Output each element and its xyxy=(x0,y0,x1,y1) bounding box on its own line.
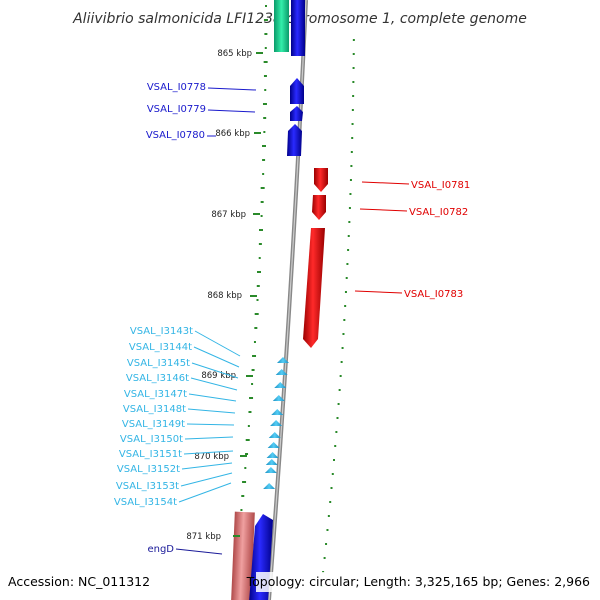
trna-arrow-VSAL_I3154t[interactable] xyxy=(263,483,276,489)
gene-label[interactable]: VSAL_I0783 xyxy=(404,289,463,300)
kbp-ticks: 865 kbp 866 kbp 867 kbp 868 kbp 869 kbp … xyxy=(186,49,263,542)
accession-label: Accession: NC_011312 xyxy=(8,574,150,589)
gene-label[interactable]: VSAL_I3153t xyxy=(116,481,179,492)
tick-label: 865 kbp xyxy=(217,49,252,59)
gene-label[interactable]: VSAL_I3146t xyxy=(126,373,189,384)
gene-label[interactable]: VSAL_I3150t xyxy=(120,434,183,445)
trna-leader-lines xyxy=(178,330,241,503)
gene-VSAL_I0780[interactable] xyxy=(287,124,302,156)
gene-label[interactable]: VSAL_I3143t xyxy=(130,326,193,337)
genome-summary: Topology: circular; Length: 3,325,165 bp… xyxy=(246,574,590,589)
trna-arrow-VSAL_I3153t[interactable] xyxy=(264,467,277,473)
gene-label[interactable]: VSAL_I0780 xyxy=(146,130,205,141)
tick-label: 866 kbp xyxy=(215,129,250,139)
gene-label[interactable]: VSAL_I0779 xyxy=(147,104,206,115)
leader-line xyxy=(190,377,238,391)
leader-line xyxy=(183,450,234,455)
gene-label[interactable]: VSAL_I3152t xyxy=(117,464,180,475)
gene-VSAL_I0778[interactable] xyxy=(290,78,304,104)
footer-summary-bg xyxy=(256,572,592,592)
gene-label[interactable]: VSAL_I3144t xyxy=(129,342,192,353)
leader-line xyxy=(186,423,235,426)
gene-label[interactable]: VSAL_I0778 xyxy=(147,82,206,93)
gene-label[interactable]: VSAL_I0782 xyxy=(409,207,468,218)
gene-label[interactable]: VSAL_I3151t xyxy=(119,449,182,460)
gene-label[interactable]: VSAL_I3147t xyxy=(124,389,187,400)
gene-VSAL_I0781[interactable] xyxy=(314,168,328,192)
trna-arrow-VSAL_I3152t[interactable] xyxy=(265,459,278,465)
leader-line xyxy=(359,208,408,212)
gene-label[interactable]: VSAL_I3145t xyxy=(127,358,190,369)
leader-line xyxy=(187,408,236,414)
gene-label[interactable]: engD xyxy=(147,544,174,555)
tick-label: 870 kbp xyxy=(194,452,229,462)
leader-line xyxy=(193,346,240,368)
tick-label: 871 kbp xyxy=(186,532,221,542)
gene-VSAL_I0783[interactable] xyxy=(303,228,325,348)
leader-line xyxy=(194,330,241,357)
tick-label: 867 kbp xyxy=(211,210,246,220)
trna-arrow-VSAL_I3150t[interactable] xyxy=(267,442,280,448)
leader-line xyxy=(181,462,233,470)
forward-gene-labels: VSAL_I0778 VSAL_I0779 VSAL_I0780 xyxy=(146,82,257,141)
trna-arrows xyxy=(263,357,289,489)
gene-label[interactable]: VSAL_I3154t xyxy=(114,497,177,508)
leader-line xyxy=(188,393,237,402)
trna-arrow-VSAL_I3146t[interactable] xyxy=(272,395,285,401)
trna-gene-labels: VSAL_I3143t VSAL_I3144t VSAL_I3145t VSAL… xyxy=(114,326,241,508)
leader-line xyxy=(207,87,257,91)
leader-line xyxy=(361,181,410,185)
trna-arrow-VSAL_I3148t[interactable] xyxy=(270,420,283,426)
leader-line xyxy=(175,548,223,555)
leader-line xyxy=(207,109,256,113)
leader-line xyxy=(178,482,232,503)
trna-arrow-VSAL_I3144t[interactable] xyxy=(275,369,288,375)
leader-line xyxy=(184,436,234,440)
cds-block-top xyxy=(291,0,305,56)
leader-line xyxy=(354,290,403,294)
trna-arrow-VSAL_I3147t[interactable] xyxy=(271,409,284,415)
trna-arrow-VSAL_I3143t[interactable] xyxy=(277,357,289,363)
reverse-gene-labels: VSAL_I0781 VSAL_I0782 VSAL_I0783 xyxy=(354,180,470,300)
gene-label[interactable]: VSAL_I3148t xyxy=(123,404,186,415)
gene-VSAL_I0779[interactable] xyxy=(290,106,303,121)
other-feature-block xyxy=(274,0,289,52)
rna-feature-block xyxy=(231,511,255,600)
gc-content-track-outer xyxy=(320,39,355,587)
leader-line xyxy=(180,472,233,487)
gene-label[interactable]: VSAL_I0781 xyxy=(411,180,470,191)
tick-label: 868 kbp xyxy=(207,291,242,301)
gene-VSAL_I0782[interactable] xyxy=(312,195,326,220)
trna-arrow-VSAL_I3145t[interactable] xyxy=(274,382,287,388)
gene-label[interactable]: VSAL_I3149t xyxy=(122,419,185,430)
tick-label: 869 kbp xyxy=(201,371,236,381)
trna-arrow-VSAL_I3149t[interactable] xyxy=(268,432,281,438)
leader-line xyxy=(191,362,239,379)
trna-arrow-VSAL_I3151t[interactable] xyxy=(266,452,279,458)
